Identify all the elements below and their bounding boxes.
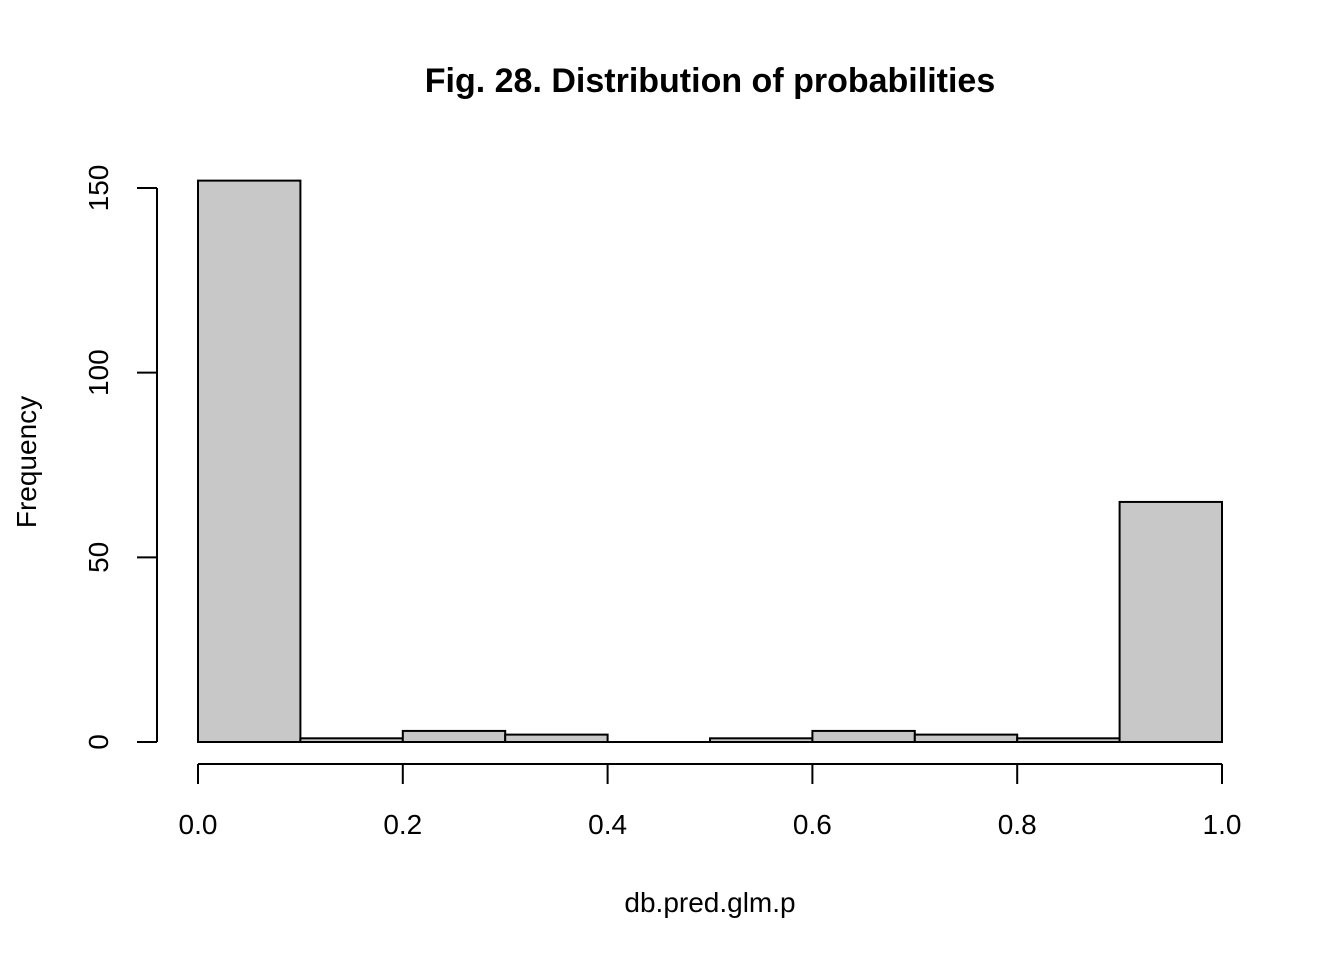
histogram-bar-2 xyxy=(401,729,507,743)
histogram-bar-9 xyxy=(1118,500,1223,743)
x-tick-label-2: 0.4 xyxy=(588,809,627,840)
histogram-bar-8 xyxy=(1016,737,1121,743)
histogram-bar-1 xyxy=(299,737,404,743)
x-axis: 0.0 0.2 0.4 0.6 0.8 1.0 xyxy=(179,763,1242,840)
y-tick-label-2: 100 xyxy=(83,349,114,396)
x-axis-label: db.pred.glm.p xyxy=(624,887,795,918)
x-tick-label-0: 0.0 xyxy=(179,809,218,840)
y-tick-label-1: 50 xyxy=(83,542,114,573)
bars-group xyxy=(197,179,1223,744)
x-tick-label-1: 0.2 xyxy=(383,809,422,840)
y-tick-label-3: 150 xyxy=(83,165,114,212)
histogram-bar-6 xyxy=(811,729,916,743)
histogram-bar-3 xyxy=(504,733,609,744)
histogram-bar-5 xyxy=(709,737,814,743)
x-tick-label-3: 0.6 xyxy=(793,809,832,840)
histogram-bar-0 xyxy=(197,179,302,743)
x-tick-label-5: 1.0 xyxy=(1203,809,1242,840)
y-tick-label-0: 0 xyxy=(83,734,114,750)
chart-title: Fig. 28. Distribution of probabilities xyxy=(425,62,995,100)
histogram-bar-7 xyxy=(913,733,1019,744)
x-tick-label-4: 0.8 xyxy=(998,809,1037,840)
y-axis: 0 50 100 150 xyxy=(83,165,158,750)
y-axis-label: Frequency xyxy=(11,396,42,528)
